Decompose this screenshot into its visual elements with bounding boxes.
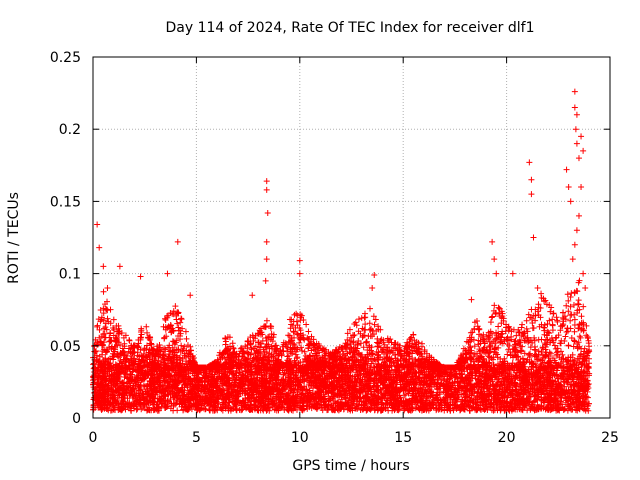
- data-point: [202, 406, 209, 413]
- data-points-layer: [90, 88, 593, 414]
- data-point: [98, 406, 105, 413]
- chart-title: Day 114 of 2024, Rate Of TEC Index for r…: [166, 20, 535, 36]
- data-point: [121, 373, 128, 380]
